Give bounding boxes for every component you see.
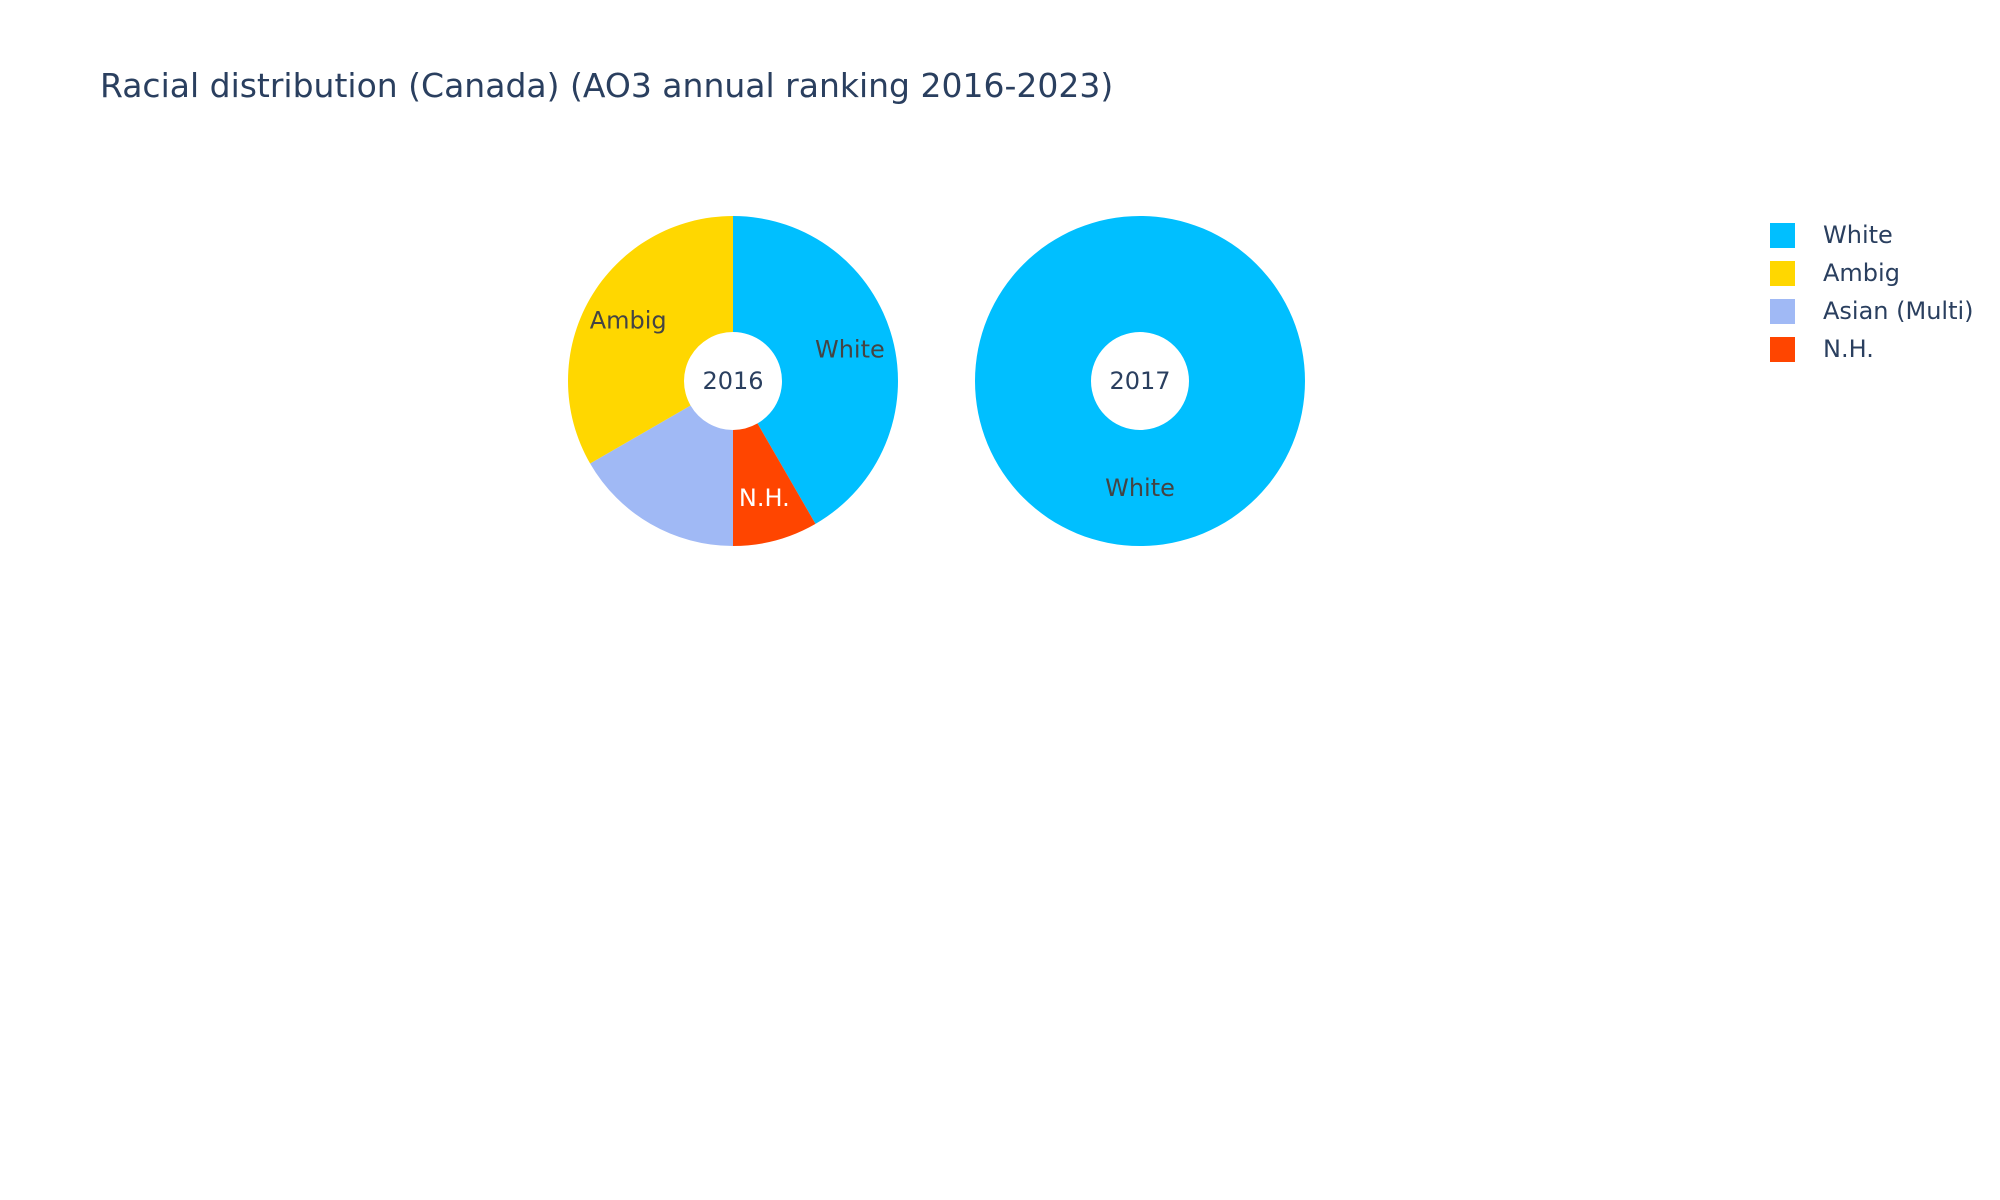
pie-slice-2016-asian-multi-[interactable]: [590, 405, 733, 547]
chart-title: Racial distribution (Canada) (AO3 annual…: [100, 66, 1114, 105]
center-label-2017: 2017: [1109, 367, 1170, 395]
pie-slice-2016-ambig[interactable]: [568, 216, 733, 464]
legend-label-asian-multi-: Asian (Multi): [1823, 297, 1974, 325]
legend-label-n-h-: N.H.: [1823, 335, 1874, 363]
legend-item-ambig[interactable]: Ambig: [1770, 254, 1974, 292]
legend-label-white: White: [1823, 221, 1893, 249]
legend-swatch-ambig: [1770, 260, 1795, 286]
legend-swatch-n-h-: [1770, 336, 1795, 362]
legend-item-n-h-[interactable]: N.H.: [1770, 330, 1974, 368]
pie-slice-2016-white[interactable]: [733, 216, 898, 524]
slice-label-2016-white: White: [815, 336, 885, 364]
slice-label-2016-n-h-: N.H.: [739, 484, 790, 512]
pie-2017: White 2017: [975, 216, 1305, 546]
legend: White Ambig Asian (Multi) N.H.: [1770, 216, 1974, 368]
pie-2016: White N.H. Ambig 2016: [568, 216, 898, 546]
center-label-2016: 2016: [702, 367, 763, 395]
slice-label-2016-ambig: Ambig: [590, 307, 667, 335]
legend-swatch-white: [1770, 222, 1795, 248]
pie-slice-2017-white[interactable]: [975, 216, 1305, 546]
legend-label-ambig: Ambig: [1823, 259, 1900, 287]
legend-swatch-asian-multi-: [1770, 298, 1795, 324]
pie-slice-2016-n-h-[interactable]: [733, 423, 816, 546]
legend-item-white[interactable]: White: [1770, 216, 1974, 254]
legend-item-asian-multi-[interactable]: Asian (Multi): [1770, 292, 1974, 330]
slice-label-2017-white: White: [1105, 474, 1175, 502]
